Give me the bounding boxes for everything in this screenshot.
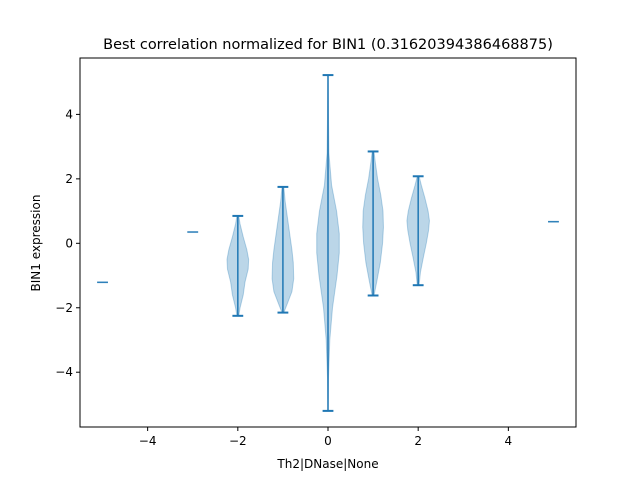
x-axis: −4 −2 0 2 4 bbox=[139, 427, 512, 448]
x-tick-label: −4 bbox=[139, 434, 157, 448]
violin-4 bbox=[316, 74, 340, 412]
y-tick-label: 4 bbox=[65, 107, 73, 121]
violin-6 bbox=[406, 175, 430, 287]
y-tick-label: 0 bbox=[65, 236, 73, 250]
violin-2 bbox=[226, 214, 250, 317]
y-tick-label: −2 bbox=[55, 301, 73, 315]
x-tick-label: 0 bbox=[324, 434, 332, 448]
y-axis: −4 −2 0 2 4 bbox=[55, 107, 80, 379]
violin-5 bbox=[362, 150, 384, 297]
y-axis-label: BIN1 expression bbox=[29, 195, 43, 292]
x-tick-label: −2 bbox=[229, 434, 247, 448]
y-tick-label: 2 bbox=[65, 172, 73, 186]
violins-group bbox=[97, 74, 559, 412]
chart-title: Best correlation normalized for BIN1 (0.… bbox=[103, 37, 553, 53]
violin-3 bbox=[271, 185, 295, 314]
y-tick-label: −4 bbox=[55, 365, 73, 379]
x-tick-label: 4 bbox=[505, 434, 513, 448]
x-tick-label: 2 bbox=[414, 434, 422, 448]
x-axis-label: Th2|DNase|None bbox=[276, 457, 378, 471]
